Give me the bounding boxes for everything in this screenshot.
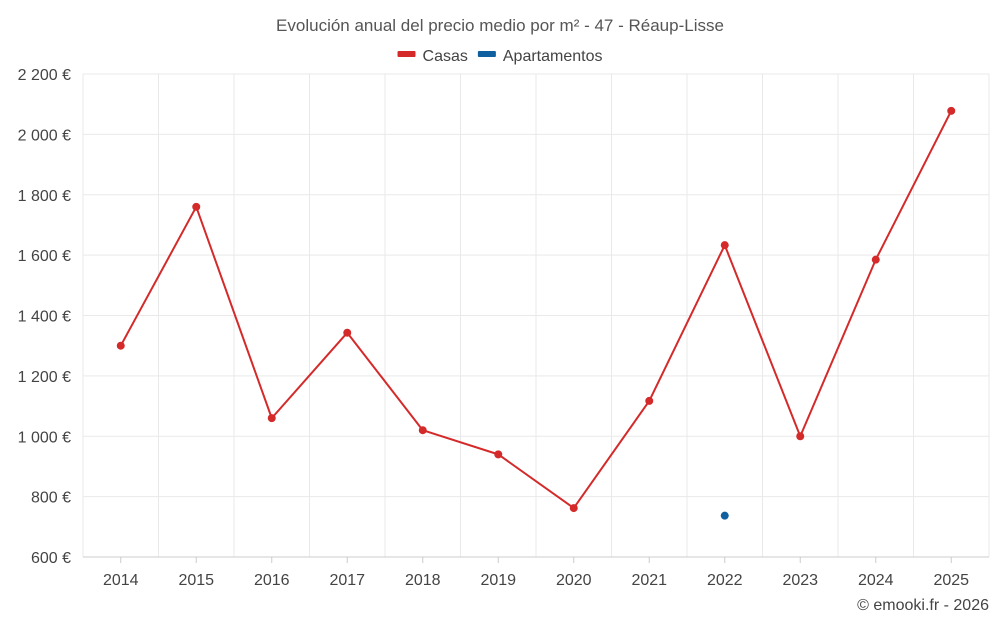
- legend-label-apartamentos: Apartamentos: [503, 48, 603, 65]
- legend-label-casas: Casas: [423, 48, 468, 65]
- x-tick-label: 2022: [707, 572, 743, 589]
- data-point-casas[interactable]: [645, 396, 654, 405]
- series-line-casas: [119, 110, 953, 510]
- legend-item-casas[interactable]: Casas: [397, 48, 468, 65]
- y-tick-label: 600 €: [31, 550, 71, 567]
- legend-item-apartamentos[interactable]: Apartamentos: [477, 48, 603, 65]
- data-point-casas[interactable]: [343, 328, 352, 337]
- credit-text: © emooki.fr - 2026: [857, 597, 989, 614]
- x-tick-label: 2023: [782, 572, 818, 589]
- data-point-casas[interactable]: [871, 255, 880, 264]
- data-point-casas[interactable]: [494, 450, 503, 459]
- grid: [82, 73, 990, 557]
- x-tick-label: 2025: [933, 572, 969, 589]
- legend: Casas Apartamentos: [397, 48, 603, 65]
- y-tick-label: 2 200 €: [18, 67, 71, 84]
- x-tick-label: 2016: [254, 572, 290, 589]
- y-tick-label: 1 800 €: [18, 188, 71, 205]
- data-point-casas[interactable]: [720, 241, 729, 250]
- chart-title: Evolución anual del precio medio por m² …: [276, 16, 724, 35]
- data-point-casas[interactable]: [267, 414, 276, 423]
- legend-swatch-casas: [397, 51, 416, 57]
- axes: 600 € 800 € 1 000 € 1 200 € 1 400 € 1 600 € 1 …: [18, 67, 989, 589]
- x-tick-label: 2021: [631, 572, 667, 589]
- x-tick-label: 2017: [329, 572, 365, 589]
- data-point-casas[interactable]: [192, 202, 201, 211]
- y-tick-label: 2 000 €: [18, 127, 71, 144]
- data-point-casas[interactable]: [947, 106, 956, 115]
- y-tick-label: 1 600 €: [18, 248, 71, 265]
- x-tick-label: 2020: [556, 572, 592, 589]
- x-tick-label: 2018: [405, 572, 441, 589]
- data-point-casas[interactable]: [796, 432, 805, 441]
- data-point-casas[interactable]: [116, 341, 125, 350]
- x-tick-label: 2024: [858, 572, 894, 589]
- data-point-casas[interactable]: [569, 504, 578, 513]
- x-tick-label: 2014: [103, 572, 139, 589]
- y-tick-label: 1 200 €: [18, 369, 71, 386]
- data-point-casas[interactable]: [418, 426, 427, 435]
- series-layer: [116, 106, 956, 520]
- data-point-apartamentos[interactable]: [720, 511, 729, 520]
- y-tick-label: 1 000 €: [18, 429, 71, 446]
- legend-swatch-apartamentos: [477, 51, 496, 57]
- y-tick-label: 800 €: [31, 490, 71, 507]
- x-tick-label: 2015: [178, 572, 214, 589]
- x-tick-label: 2019: [480, 572, 516, 589]
- y-tick-label: 1 400 €: [18, 309, 71, 326]
